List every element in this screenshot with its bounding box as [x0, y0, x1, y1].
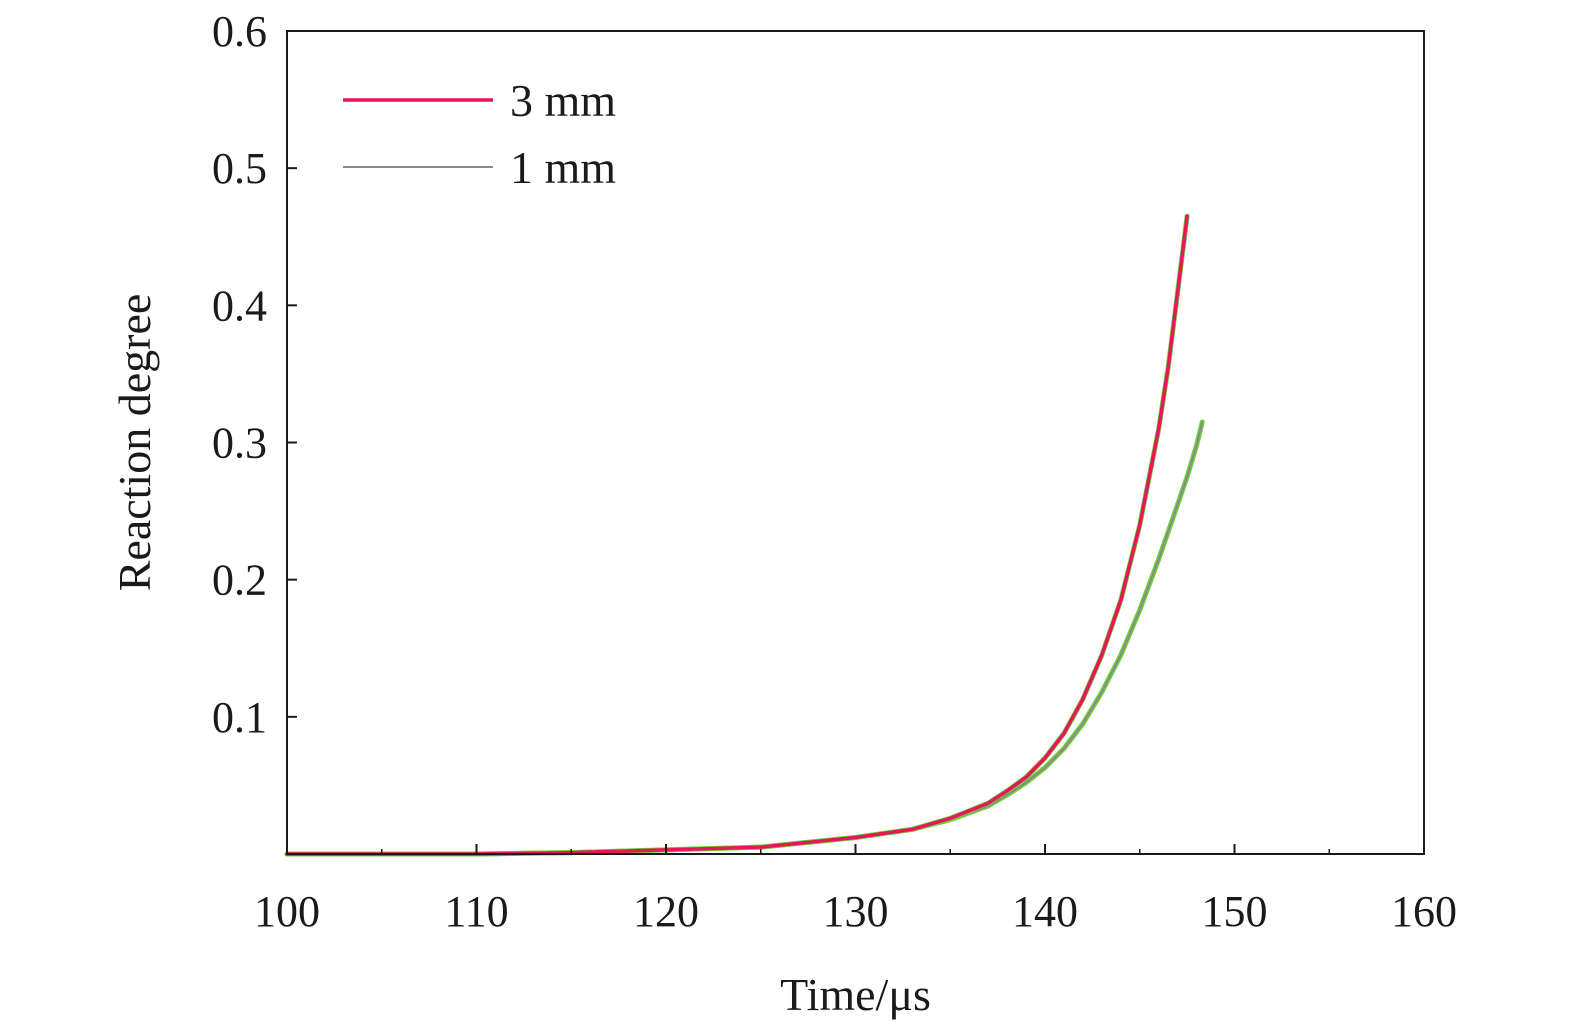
x-tick-label: 120 — [633, 887, 699, 936]
y-tick-label: 0.3 — [212, 419, 267, 468]
x-axis-title: Time/μs — [780, 969, 931, 1020]
legend: 3 mm 1 mm — [343, 75, 616, 193]
series-underlay-1-mm — [284, 419, 1205, 857]
x-tick-label: 110 — [444, 887, 508, 936]
plot-area — [284, 213, 1205, 857]
x-tick-label: 100 — [254, 887, 320, 936]
x-tick-label: 140 — [1012, 887, 1078, 936]
x-tick-label: 160 — [1391, 887, 1457, 936]
axes: 100 110 120 130 140 150 160 0.1 0.2 0.3 0.4 0.5 0.6 T… — [109, 7, 1457, 1020]
x-tick-label: 130 — [823, 887, 889, 936]
legend-label-1-mm: 1 mm — [510, 142, 616, 193]
y-tick-label: 0.6 — [212, 7, 267, 56]
y-tick-label: 0.2 — [212, 556, 267, 605]
y-axis-title: Reaction degree — [109, 294, 160, 592]
x-tick-label: 150 — [1202, 887, 1268, 936]
series-line-1-mm — [286, 420, 1204, 855]
y-tick-label: 0.1 — [212, 693, 267, 742]
y-tick-label: 0.4 — [212, 281, 267, 330]
plot-frame — [286, 30, 1425, 855]
legend-label-3-mm: 3 mm — [510, 75, 616, 126]
y-tick-label: 0.5 — [212, 144, 267, 193]
series-line-3-mm — [285, 214, 1189, 856]
